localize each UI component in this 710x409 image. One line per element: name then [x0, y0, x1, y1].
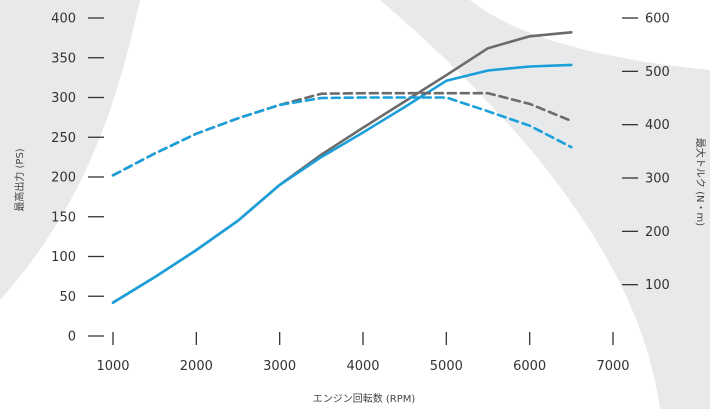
y2-tick-label-100: 100: [645, 278, 670, 293]
y-axis-left: 0 50 100 150 200 250 300 350 400: [51, 12, 104, 345]
y2-tick-label-500: 500: [645, 65, 670, 80]
y-tick-label-250: 250: [51, 131, 76, 146]
background-curve-left: [0, 0, 140, 300]
series-layer: [111, 30, 573, 304]
power-line-blue: [111, 63, 573, 304]
y2-tick-label-200: 200: [645, 225, 670, 240]
y-axis-right-title: 最大トルク (N・m): [694, 138, 707, 226]
x-tick-label-2000: 2000: [180, 359, 213, 374]
x-tick-label-3000: 3000: [263, 359, 296, 374]
y-tick-label-150: 150: [51, 210, 76, 225]
y-tick-label-400: 400: [51, 12, 76, 27]
x-tick-label-6000: 6000: [513, 359, 546, 374]
y2-tick-label-600: 600: [645, 12, 670, 27]
y-tick-label-100: 100: [51, 250, 76, 265]
x-tick-label-7000: 7000: [596, 359, 629, 374]
x-tick-label-4000: 4000: [346, 359, 379, 374]
background-curve-inner: [470, 0, 710, 70]
background-curve-right: [380, 0, 710, 409]
y-tick-label-200: 200: [51, 171, 76, 186]
x-tick-label-1000: 1000: [96, 359, 129, 374]
torque-line-blue: [111, 96, 573, 177]
y2-tick-label-400: 400: [645, 118, 670, 133]
y-tick-label-350: 350: [51, 51, 76, 66]
y-tick-label-50: 50: [59, 290, 76, 305]
y-axis-right: 100 200 300 400 500 600: [622, 12, 670, 293]
x-axis: 1000 2000 3000 4000 5000 6000 7000: [96, 332, 630, 374]
y-axis-left-title: 最高出力 (PS): [13, 148, 26, 211]
y2-tick-label-300: 300: [645, 172, 670, 187]
y-tick-label-300: 300: [51, 91, 76, 106]
y-tick-label-0: 0: [68, 330, 76, 345]
x-tick-label-5000: 5000: [430, 359, 463, 374]
x-axis-title: エンジン回転数 (RPM): [313, 392, 416, 405]
